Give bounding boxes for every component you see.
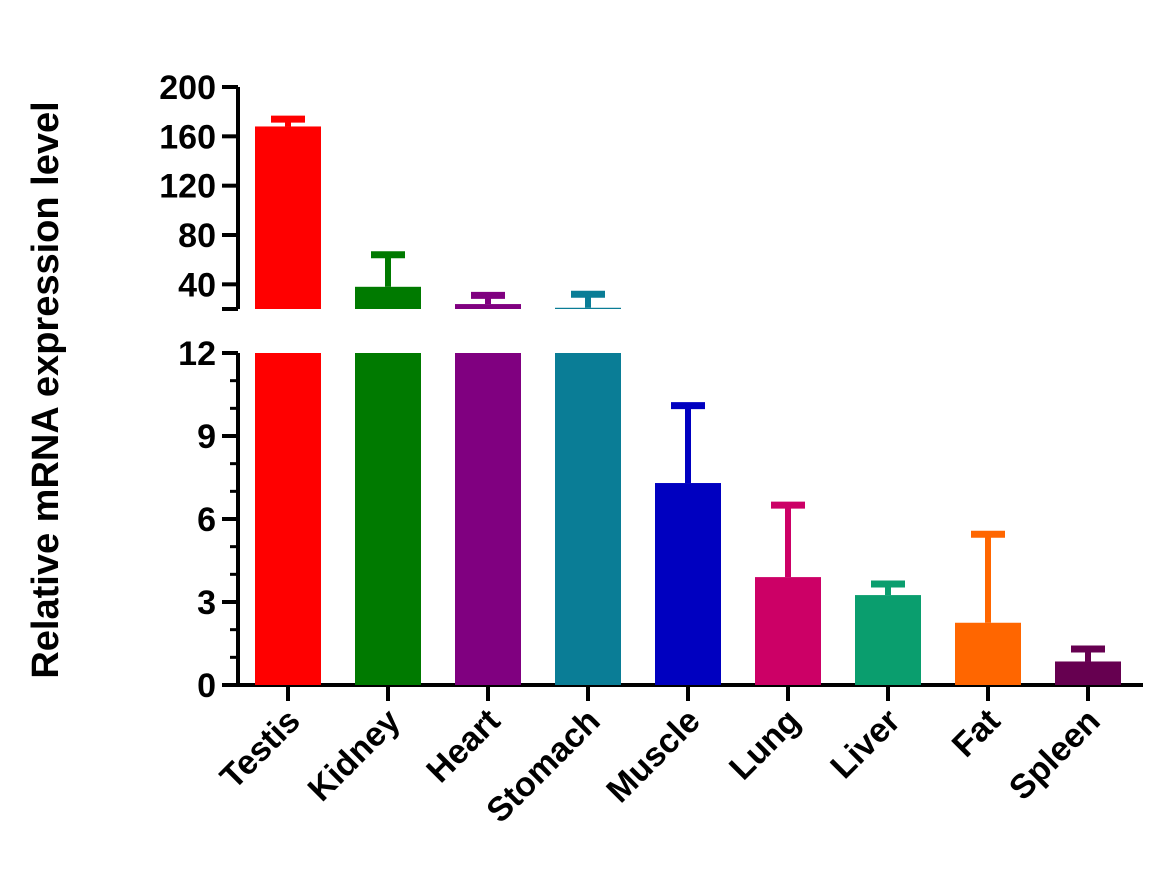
bar-kidney-upper — [355, 286, 421, 309]
category-label: Liver — [823, 702, 907, 786]
bars — [255, 126, 1121, 685]
y-tick-label: 3 — [197, 584, 216, 622]
category-label: Lung — [722, 702, 808, 788]
bar-kidney-lower — [355, 353, 421, 685]
category-label: Fat — [945, 702, 1008, 765]
bar-spleen — [1055, 661, 1121, 685]
bar-lung — [755, 577, 821, 685]
bar-liver — [855, 595, 921, 685]
y-tick-label: 9 — [197, 418, 216, 456]
y-tick-label: 0 — [197, 667, 216, 705]
bar-testis-upper — [255, 126, 321, 309]
y-axis-title: Relative mRNA expression level — [25, 101, 67, 678]
y-ticks: 0 3 6 9 12 40 80 120 160 200 — [159, 69, 238, 705]
y-tick-label: 200 — [159, 69, 216, 107]
y-tick-label: 6 — [197, 501, 216, 539]
y-tick-label: 40 — [178, 266, 216, 304]
bar-stomach-upper — [555, 307, 621, 309]
error-bars — [271, 115, 1105, 662]
bar-stomach-lower — [555, 353, 621, 685]
y-tick-label: 80 — [178, 217, 216, 255]
y-tick-label: 12 — [178, 335, 216, 373]
bar-testis-lower — [255, 353, 321, 685]
category-label: Spleen — [1002, 702, 1108, 808]
category-label: Heart — [419, 702, 507, 790]
bar-heart-upper — [455, 304, 521, 309]
y-tick-label: 160 — [159, 118, 216, 156]
bar-fat — [955, 622, 1021, 685]
bar-heart-lower — [455, 353, 521, 685]
category-label: Kidney — [301, 702, 408, 809]
category-label: Testis — [213, 702, 308, 797]
y-tick-label: 120 — [159, 168, 216, 206]
category-label: Muscle — [599, 702, 707, 810]
bar-muscle — [655, 483, 721, 685]
